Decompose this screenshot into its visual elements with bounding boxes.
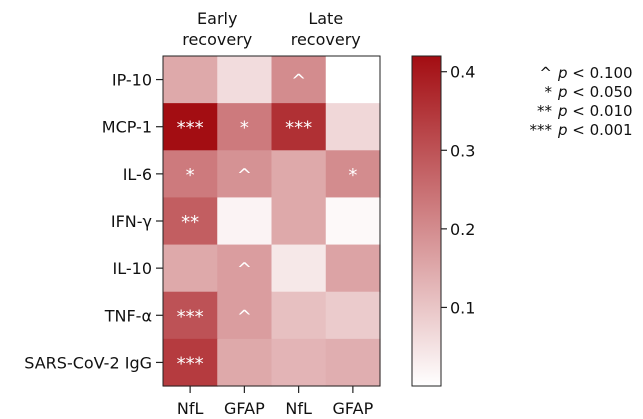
legend-symbol: ***: [530, 121, 553, 139]
row-labels: IP-10 MCP-1 IL-6 IFN-γ IL-10 TNF-α SARS-CoV-2 …: [24, 71, 163, 372]
heatmap-cell: [163, 338, 218, 387]
colorbar-tick-label: 0.3: [450, 141, 475, 160]
significance-mark: *: [186, 165, 195, 186]
heatmap-cell: [271, 244, 327, 293]
column-label: NfL: [285, 399, 312, 418]
heatmap-cell: [163, 197, 218, 246]
heatmap-cell: [325, 291, 381, 340]
colorbar-ticks: 0.1 0.2 0.3 0.4: [441, 63, 475, 317]
heatmap-cell: [271, 56, 327, 104]
column-labels: NfL GFAP NfL GFAP: [177, 386, 374, 418]
heatmap-cell: [163, 103, 218, 151]
significance-mark: ***: [177, 118, 204, 139]
group-title-line: recovery: [291, 30, 361, 49]
heatmap-cell: [325, 103, 381, 151]
colorbar-tick-label: 0.4: [450, 63, 475, 82]
heatmap-cell: [325, 150, 381, 199]
group-titles: Early recovery Late recovery: [182, 9, 361, 49]
group-title-line: Early: [197, 9, 237, 28]
heatmap-cell: [163, 291, 218, 340]
legend-p: p: [557, 121, 568, 139]
legend-threshold: < 0.100: [568, 64, 633, 82]
significance-mark: ^: [237, 259, 252, 280]
column-label: GFAP: [333, 399, 374, 418]
group-title-line: Late: [308, 9, 343, 28]
heatmap-cell: [325, 56, 381, 104]
group-title: Late recovery: [291, 9, 361, 49]
significance-mark: *: [348, 165, 357, 186]
significance-mark: ^: [237, 165, 252, 186]
heatmap-cell: [271, 197, 327, 246]
heatmap-cell: [217, 338, 273, 387]
legend-threshold: < 0.010: [568, 102, 633, 120]
legend-text: p < 0.010: [557, 102, 633, 120]
heatmap-cell: [325, 244, 381, 293]
row-label: MCP-1: [102, 118, 152, 137]
row-label: IP-10: [112, 71, 152, 90]
heatmap-cell: [217, 197, 273, 246]
legend-p: p: [557, 102, 568, 120]
row-label: TNF-α: [104, 306, 152, 325]
heatmap-cell: [271, 291, 327, 340]
colorbar: [411, 55, 442, 387]
heatmap-cell: [163, 244, 218, 293]
group-title-line: recovery: [182, 30, 252, 49]
heatmap-cells: [163, 56, 381, 387]
heatmap-cell: [217, 244, 273, 293]
significance-mark: *: [240, 118, 249, 139]
significance-mark: ***: [177, 353, 204, 374]
heatmap-cell: [217, 150, 273, 199]
heatmap-cell: [163, 150, 218, 199]
heatmap-cell: [217, 56, 273, 104]
heatmap-cell: [325, 197, 381, 246]
row-label: IL-6: [123, 165, 152, 184]
colorbar-tick-label: 0.1: [450, 298, 475, 317]
significance-mark: **: [181, 212, 199, 233]
colorbar-tick-label: 0.2: [450, 220, 475, 239]
legend-threshold: < 0.050: [568, 83, 633, 101]
significance-mark: ***: [177, 306, 204, 327]
legend-p: p: [557, 83, 568, 101]
legend-text: p < 0.001: [557, 121, 633, 139]
legend-p: p: [557, 64, 568, 82]
heatmap-cell: [163, 56, 218, 104]
significance-marks: ^*** * **** ^ ***^*** ^***: [177, 71, 358, 375]
heatmap-cell: [271, 103, 327, 151]
legend-symbol: *: [545, 83, 553, 101]
heatmap-cell: [217, 291, 273, 340]
row-label: IFN-γ: [111, 212, 152, 231]
legend-symbol: ^: [539, 64, 552, 82]
significance-mark: ***: [285, 118, 312, 139]
significance-legend: ^ p < 0.100* p < 0.050** p < 0.010*** p < 0.…: [530, 64, 633, 139]
row-label: IL-10: [113, 259, 152, 278]
column-label: GFAP: [224, 399, 265, 418]
legend-symbol: **: [537, 102, 553, 120]
heatmap-cell: [271, 338, 327, 387]
legend-threshold: < 0.001: [568, 121, 633, 139]
heatmap-cell: [325, 338, 381, 387]
column-label: NfL: [177, 399, 204, 418]
significance-mark: ^: [237, 306, 252, 327]
significance-mark: ^: [291, 71, 306, 92]
heatmap-cell: [271, 150, 327, 199]
heatmap-cell: [217, 103, 273, 151]
legend-text: p < 0.050: [557, 83, 633, 101]
legend-text: p < 0.100: [557, 64, 633, 82]
row-label: SARS-CoV-2 IgG: [24, 353, 152, 372]
group-title: Early recovery: [182, 9, 252, 49]
